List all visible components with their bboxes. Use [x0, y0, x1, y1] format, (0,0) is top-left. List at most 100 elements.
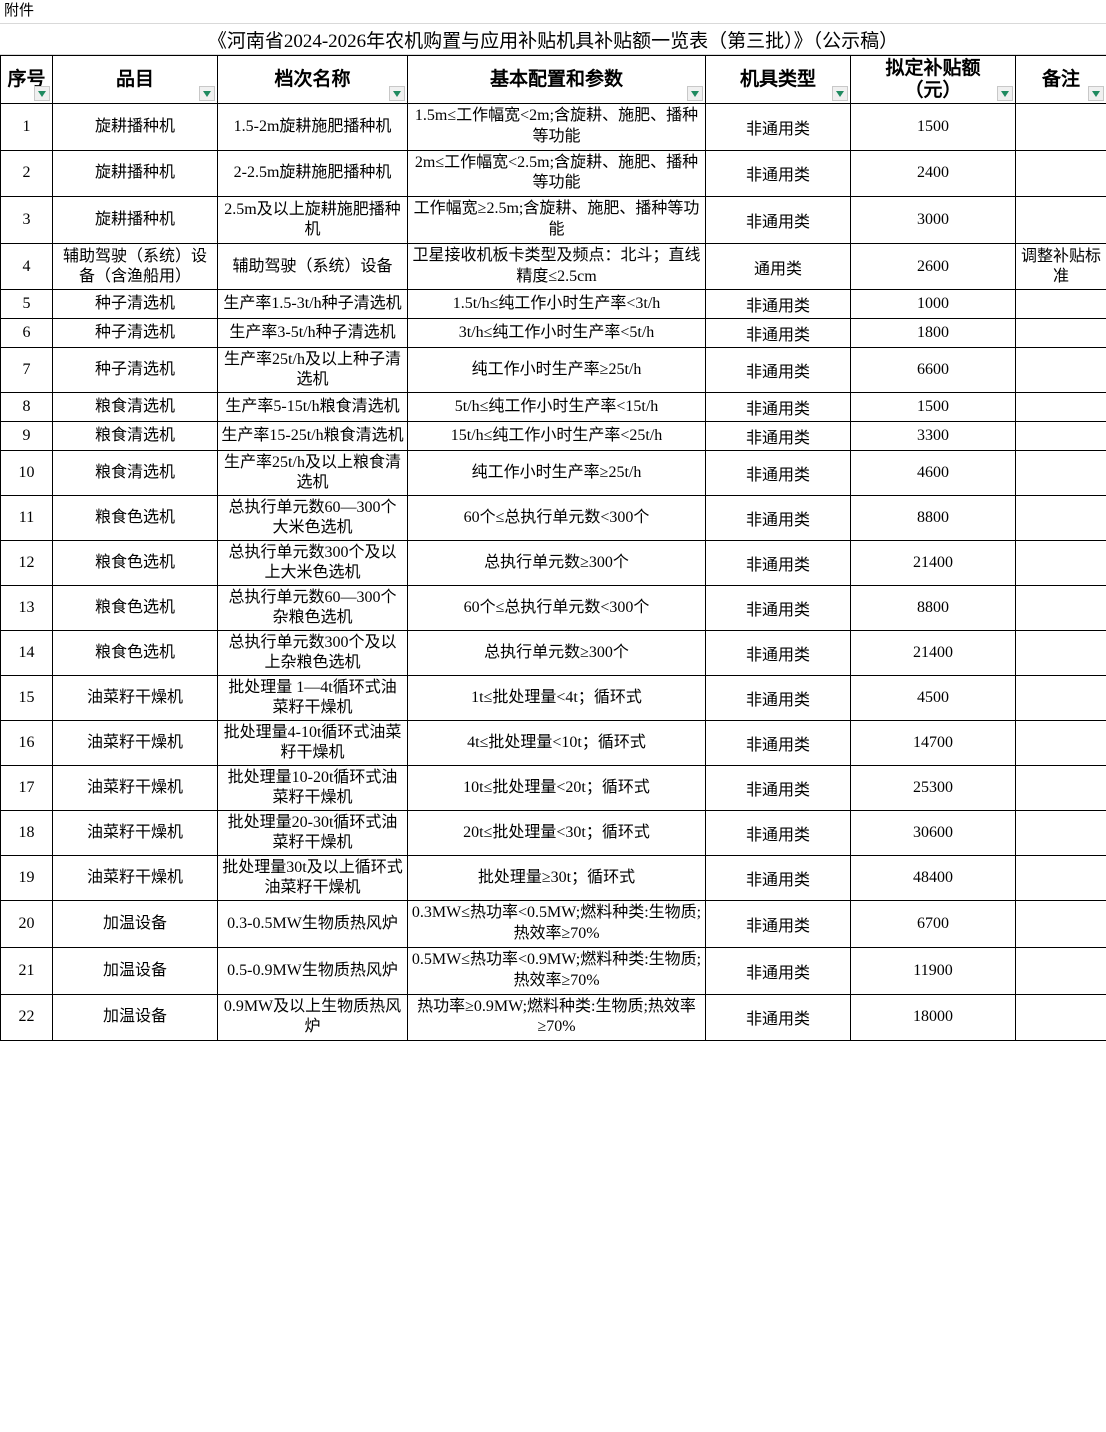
cell-type[interactable]: 非通用类 — [705, 421, 851, 452]
cell-amt[interactable]: 1800 — [850, 318, 1016, 349]
cell-amt[interactable]: 2400 — [850, 149, 1016, 198]
cell-seq[interactable]: 1 — [0, 103, 53, 151]
cell-type[interactable]: 非通用类 — [705, 675, 851, 722]
cell-amt[interactable]: 4600 — [850, 450, 1016, 497]
cell-seq[interactable]: 3 — [0, 196, 53, 244]
cell-note[interactable] — [1015, 765, 1106, 812]
cell-level[interactable]: 生产率3-5t/h种子清选机 — [217, 318, 408, 349]
cell-note[interactable] — [1015, 900, 1106, 948]
cell-spec[interactable]: 60个≤总执行单元数<300个 — [407, 495, 706, 542]
cell-item[interactable]: 加温设备 — [52, 946, 218, 995]
cell-item[interactable]: 旋耕播种机 — [52, 103, 218, 151]
cell-type[interactable]: 非通用类 — [705, 495, 851, 542]
cell-spec[interactable]: 纯工作小时生产率≥25t/h — [407, 450, 706, 497]
cell-seq[interactable]: 7 — [0, 347, 53, 394]
cell-note[interactable] — [1015, 540, 1106, 587]
cell-item[interactable]: 油菜籽干燥机 — [52, 765, 218, 812]
cell-item[interactable]: 粮食清选机 — [52, 392, 218, 423]
cell-type[interactable]: 非通用类 — [705, 900, 851, 948]
cell-type[interactable]: 非通用类 — [705, 392, 851, 423]
cell-item[interactable]: 种子清选机 — [52, 347, 218, 394]
cell-amt[interactable]: 48400 — [850, 855, 1016, 902]
cell-spec[interactable]: 2m≤工作幅宽<2.5m;含旋耕、施肥、播种等功能 — [407, 149, 706, 198]
cell-type[interactable]: 非通用类 — [705, 585, 851, 632]
cell-level[interactable]: 总执行单元数300个及以上大米色选机 — [217, 540, 408, 587]
cell-spec[interactable]: 60个≤总执行单元数<300个 — [407, 585, 706, 632]
cell-amt[interactable]: 3300 — [850, 421, 1016, 452]
cell-note[interactable] — [1015, 289, 1106, 320]
cell-note[interactable] — [1015, 196, 1106, 244]
filter-dropdown-icon-amt[interactable] — [997, 86, 1013, 101]
cell-level[interactable]: 生产率1.5-3t/h种子清选机 — [217, 289, 408, 320]
cell-amt[interactable]: 30600 — [850, 810, 1016, 857]
cell-spec[interactable]: 1.5t/h≤纯工作小时生产率<3t/h — [407, 289, 706, 320]
cell-seq[interactable]: 4 — [0, 242, 53, 291]
cell-spec[interactable]: 15t/h≤纯工作小时生产率<25t/h — [407, 421, 706, 452]
cell-item[interactable]: 粮食清选机 — [52, 450, 218, 497]
cell-note[interactable] — [1015, 946, 1106, 995]
cell-item[interactable]: 辅助驾驶（系统）设备（含渔船用） — [52, 242, 218, 291]
cell-spec[interactable]: 热功率≥0.9MW;燃料种类:生物质;热效率≥70% — [407, 993, 706, 1042]
cell-note[interactable] — [1015, 993, 1106, 1042]
cell-level[interactable]: 2.5m及以上旋耕施肥播种机 — [217, 196, 408, 244]
cell-item[interactable]: 种子清选机 — [52, 318, 218, 349]
cell-note[interactable] — [1015, 630, 1106, 677]
cell-seq[interactable]: 16 — [0, 720, 53, 767]
cell-amt[interactable]: 14700 — [850, 720, 1016, 767]
cell-spec[interactable]: 批处理量≥30t；循环式 — [407, 855, 706, 902]
cell-type[interactable]: 非通用类 — [705, 347, 851, 394]
cell-level[interactable]: 辅助驾驶（系统）设备 — [217, 242, 408, 291]
cell-amt[interactable]: 21400 — [850, 540, 1016, 587]
cell-type[interactable]: 通用类 — [705, 242, 851, 291]
cell-item[interactable]: 粮食色选机 — [52, 630, 218, 677]
cell-seq[interactable]: 21 — [0, 946, 53, 995]
cell-level[interactable]: 总执行单元数300个及以上杂粮色选机 — [217, 630, 408, 677]
cell-seq[interactable]: 9 — [0, 421, 53, 452]
cell-amt[interactable]: 21400 — [850, 630, 1016, 677]
cell-amt[interactable]: 6700 — [850, 900, 1016, 948]
cell-spec[interactable]: 纯工作小时生产率≥25t/h — [407, 347, 706, 394]
cell-note[interactable] — [1015, 720, 1106, 767]
cell-item[interactable]: 旋耕播种机 — [52, 196, 218, 244]
cell-spec[interactable]: 0.5MW≤热功率<0.9MW;燃料种类:生物质;热效率≥70% — [407, 946, 706, 995]
cell-note[interactable] — [1015, 675, 1106, 722]
cell-item[interactable]: 粮食色选机 — [52, 540, 218, 587]
cell-seq[interactable]: 22 — [0, 993, 53, 1042]
cell-amt[interactable]: 3000 — [850, 196, 1016, 244]
cell-item[interactable]: 旋耕播种机 — [52, 149, 218, 198]
cell-amt[interactable]: 1000 — [850, 289, 1016, 320]
cell-item[interactable]: 加温设备 — [52, 993, 218, 1042]
cell-level[interactable]: 0.9MW及以上生物质热风炉 — [217, 993, 408, 1042]
cell-item[interactable]: 种子清选机 — [52, 289, 218, 320]
cell-seq[interactable]: 17 — [0, 765, 53, 812]
cell-note[interactable] — [1015, 421, 1106, 452]
filter-dropdown-icon-spec[interactable] — [687, 86, 703, 101]
cell-type[interactable]: 非通用类 — [705, 196, 851, 244]
cell-note[interactable] — [1015, 392, 1106, 423]
cell-seq[interactable]: 12 — [0, 540, 53, 587]
cell-level[interactable]: 0.3-0.5MW生物质热风炉 — [217, 900, 408, 948]
cell-type[interactable]: 非通用类 — [705, 149, 851, 198]
cell-spec[interactable]: 卫星接收机板卡类型及频点：北斗；直线精度≤2.5cm — [407, 242, 706, 291]
cell-level[interactable]: 1.5-2m旋耕施肥播种机 — [217, 103, 408, 151]
cell-level[interactable]: 生产率5-15t/h粮食清选机 — [217, 392, 408, 423]
cell-type[interactable]: 非通用类 — [705, 318, 851, 349]
cell-level[interactable]: 批处理量30t及以上循环式油菜籽干燥机 — [217, 855, 408, 902]
cell-amt[interactable]: 4500 — [850, 675, 1016, 722]
cell-seq[interactable]: 14 — [0, 630, 53, 677]
cell-item[interactable]: 粮食色选机 — [52, 585, 218, 632]
cell-seq[interactable]: 15 — [0, 675, 53, 722]
cell-level[interactable]: 生产率15-25t/h粮食清选机 — [217, 421, 408, 452]
cell-seq[interactable]: 13 — [0, 585, 53, 632]
cell-note[interactable] — [1015, 347, 1106, 394]
cell-spec[interactable]: 4t≤批处理量<10t；循环式 — [407, 720, 706, 767]
cell-seq[interactable]: 18 — [0, 810, 53, 857]
cell-amt[interactable]: 25300 — [850, 765, 1016, 812]
cell-item[interactable]: 油菜籽干燥机 — [52, 810, 218, 857]
cell-level[interactable]: 批处理量4-10t循环式油菜籽干燥机 — [217, 720, 408, 767]
cell-type[interactable]: 非通用类 — [705, 540, 851, 587]
cell-type[interactable]: 非通用类 — [705, 993, 851, 1042]
cell-spec[interactable]: 5t/h≤纯工作小时生产率<15t/h — [407, 392, 706, 423]
cell-note[interactable] — [1015, 585, 1106, 632]
cell-type[interactable]: 非通用类 — [705, 103, 851, 151]
